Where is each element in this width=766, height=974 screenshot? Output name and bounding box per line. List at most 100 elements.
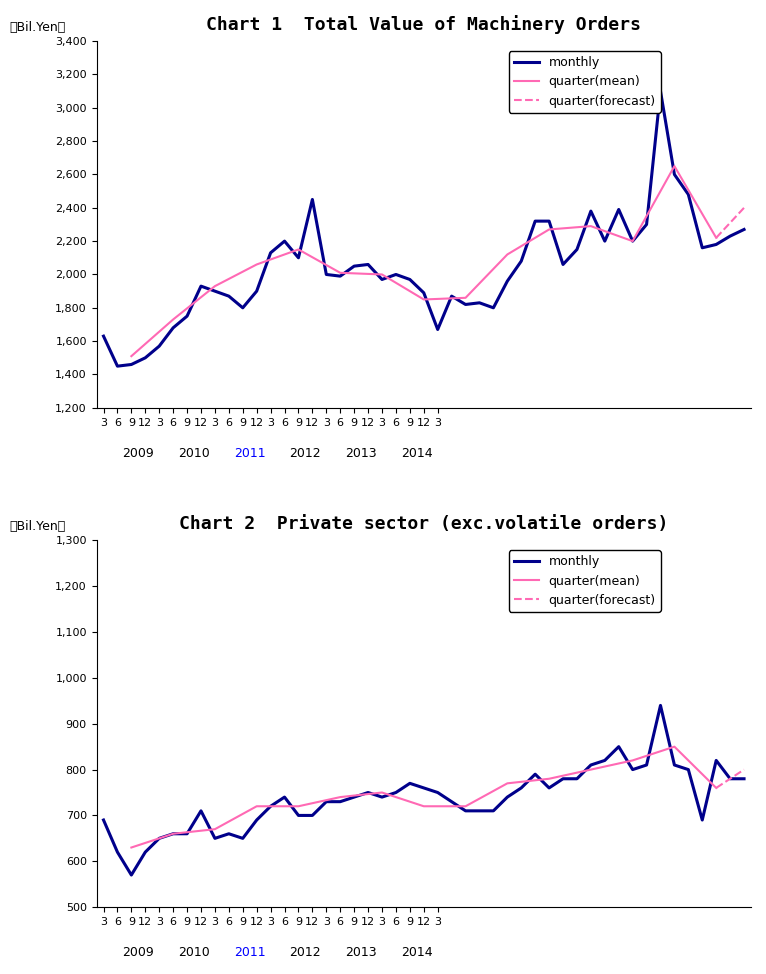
monthly bbox=[155, 340, 164, 352]
monthly bbox=[322, 269, 331, 281]
quarter(mean) bbox=[419, 293, 428, 305]
monthly bbox=[642, 218, 651, 230]
Text: 2009: 2009 bbox=[123, 447, 154, 460]
Line: quarter(mean): quarter(mean) bbox=[131, 747, 716, 847]
monthly bbox=[405, 274, 414, 285]
Text: 2012: 2012 bbox=[290, 946, 321, 959]
monthly bbox=[601, 236, 610, 247]
quarter(mean) bbox=[126, 842, 136, 853]
quarter(mean) bbox=[502, 248, 512, 260]
monthly bbox=[725, 773, 735, 785]
monthly bbox=[475, 805, 484, 816]
Text: 2010: 2010 bbox=[178, 946, 210, 959]
monthly bbox=[433, 787, 442, 799]
monthly bbox=[712, 755, 721, 767]
quarter(mean) bbox=[169, 314, 178, 325]
Text: 2011: 2011 bbox=[234, 447, 266, 460]
quarter(forecast) bbox=[712, 232, 721, 244]
quarter(mean) bbox=[628, 236, 637, 247]
Line: quarter(mean): quarter(mean) bbox=[131, 167, 716, 356]
monthly bbox=[489, 302, 498, 314]
quarter(mean) bbox=[336, 267, 345, 279]
quarter(mean) bbox=[461, 292, 470, 304]
monthly bbox=[336, 271, 345, 282]
monthly bbox=[725, 230, 735, 242]
quarter(mean) bbox=[586, 220, 595, 232]
monthly bbox=[252, 285, 261, 297]
monthly bbox=[545, 215, 554, 227]
monthly bbox=[349, 791, 358, 803]
quarter(mean) bbox=[378, 787, 387, 799]
monthly bbox=[391, 787, 401, 799]
monthly bbox=[238, 302, 247, 314]
monthly bbox=[516, 782, 525, 794]
monthly bbox=[586, 206, 595, 217]
monthly bbox=[614, 741, 624, 753]
quarter(mean) bbox=[628, 755, 637, 767]
quarter(mean) bbox=[294, 801, 303, 812]
monthly bbox=[739, 773, 748, 785]
monthly bbox=[336, 796, 345, 807]
monthly bbox=[238, 833, 247, 844]
monthly bbox=[99, 814, 108, 826]
quarter(forecast) bbox=[712, 782, 721, 794]
monthly bbox=[294, 809, 303, 821]
monthly bbox=[447, 796, 457, 807]
monthly bbox=[531, 215, 540, 227]
Title: Chart 1  Total Value of Machinery Orders: Chart 1 Total Value of Machinery Orders bbox=[206, 15, 641, 34]
monthly bbox=[280, 236, 289, 247]
Line: monthly: monthly bbox=[103, 92, 744, 366]
monthly bbox=[294, 252, 303, 264]
monthly bbox=[684, 189, 693, 201]
Text: 2014: 2014 bbox=[401, 447, 433, 460]
monthly bbox=[558, 773, 568, 785]
monthly bbox=[628, 236, 637, 247]
monthly bbox=[322, 796, 331, 807]
quarter(mean) bbox=[712, 782, 721, 794]
quarter(mean) bbox=[126, 351, 136, 362]
quarter(forecast) bbox=[712, 782, 721, 794]
monthly bbox=[378, 791, 387, 803]
monthly bbox=[113, 360, 122, 372]
monthly bbox=[182, 311, 192, 322]
quarter(mean) bbox=[669, 161, 679, 172]
monthly bbox=[378, 274, 387, 285]
quarter(mean) bbox=[461, 801, 470, 812]
monthly bbox=[419, 287, 428, 299]
monthly bbox=[698, 242, 707, 253]
quarter(mean) bbox=[336, 791, 345, 803]
monthly bbox=[502, 276, 512, 287]
monthly bbox=[614, 204, 624, 215]
monthly bbox=[391, 269, 401, 281]
quarter(mean) bbox=[211, 823, 220, 835]
monthly bbox=[196, 805, 205, 816]
monthly bbox=[405, 777, 414, 789]
monthly bbox=[558, 259, 568, 271]
monthly bbox=[461, 805, 470, 816]
monthly bbox=[364, 259, 373, 271]
monthly bbox=[628, 764, 637, 775]
Text: 2012: 2012 bbox=[290, 447, 321, 460]
monthly bbox=[419, 782, 428, 794]
Text: 2013: 2013 bbox=[345, 447, 377, 460]
monthly bbox=[447, 290, 457, 302]
quarter(mean) bbox=[252, 801, 261, 812]
monthly bbox=[141, 846, 150, 858]
monthly bbox=[669, 169, 679, 180]
monthly bbox=[601, 755, 610, 767]
monthly bbox=[349, 260, 358, 272]
Text: 2011: 2011 bbox=[234, 946, 266, 959]
monthly bbox=[196, 281, 205, 292]
monthly bbox=[698, 814, 707, 826]
monthly bbox=[252, 814, 261, 826]
Text: 2013: 2013 bbox=[345, 946, 377, 959]
monthly bbox=[586, 759, 595, 770]
monthly bbox=[126, 869, 136, 880]
quarter(mean) bbox=[211, 281, 220, 292]
monthly bbox=[669, 759, 679, 770]
monthly bbox=[461, 299, 470, 311]
Line: monthly: monthly bbox=[103, 705, 744, 875]
Legend: monthly, quarter(mean), quarter(forecast): monthly, quarter(mean), quarter(forecast… bbox=[509, 51, 661, 113]
quarter(forecast) bbox=[712, 232, 721, 244]
monthly bbox=[308, 194, 317, 206]
